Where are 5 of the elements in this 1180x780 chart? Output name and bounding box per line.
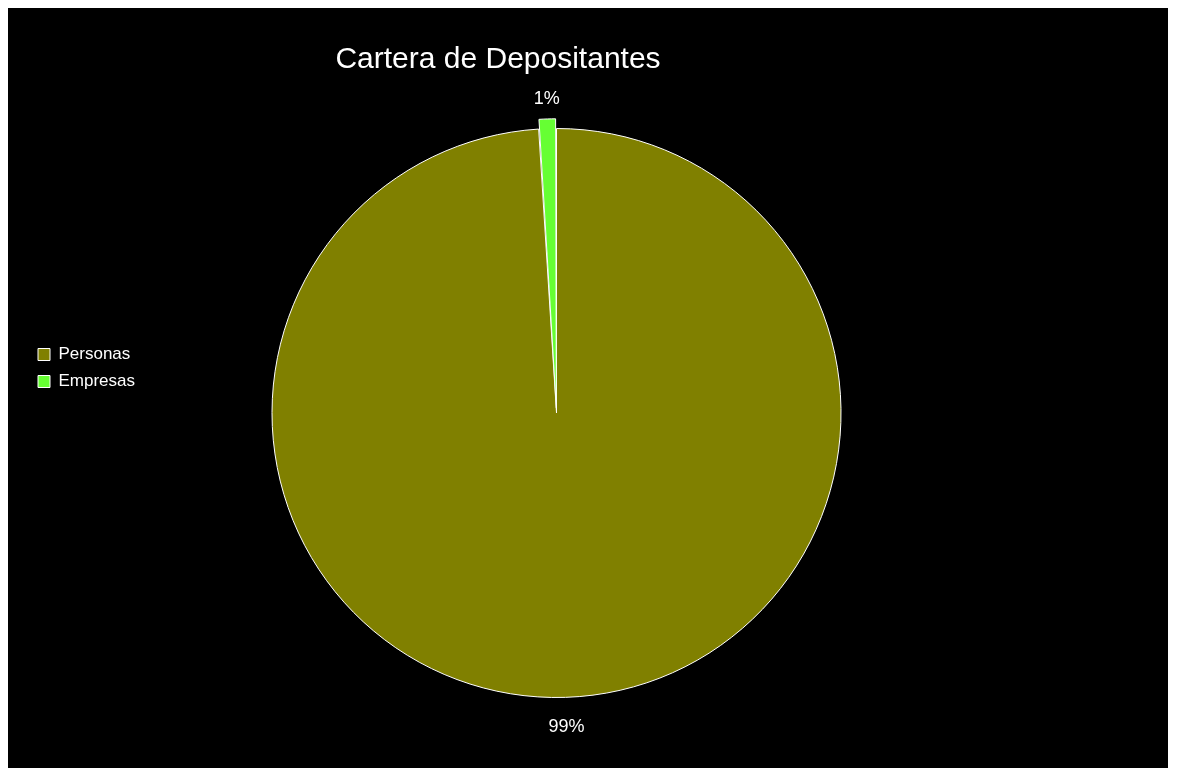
legend-label: Personas: [58, 344, 131, 364]
data-label: 99%: [548, 716, 585, 737]
legend-label: Empresas: [58, 371, 136, 391]
data-label: 1%: [533, 87, 560, 108]
chart-title: Cartera de Depositantes: [335, 41, 661, 75]
